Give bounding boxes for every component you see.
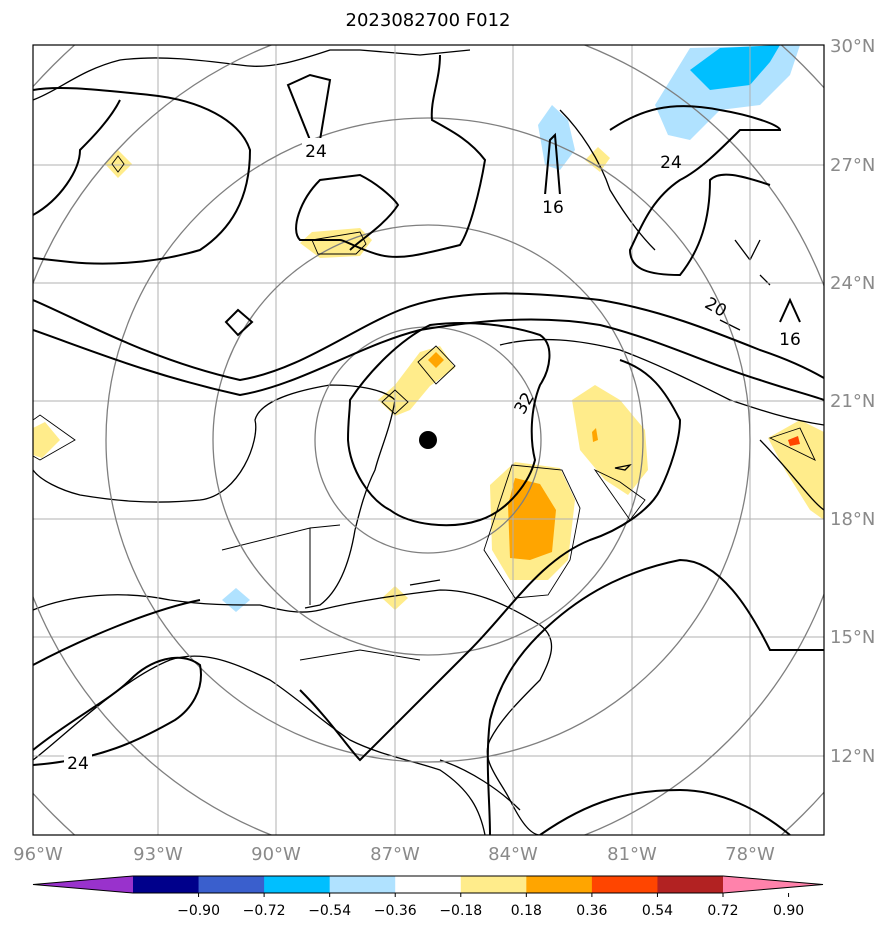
lat-label: 30°N (830, 36, 875, 57)
coast-hispaniola (759, 439, 824, 511)
colorbar-tick-label: −0.18 (439, 903, 482, 919)
coast-yucatan (304, 399, 396, 609)
colorbar-tick-label: 0.36 (576, 903, 607, 919)
colorbar-tick-label: 0.54 (642, 903, 673, 919)
positive-anomaly-east-edge (768, 420, 824, 520)
colorbar-segment (657, 876, 724, 893)
coastlines (33, 49, 824, 835)
contour-north-mid (295, 54, 487, 258)
colorbar-segment (395, 876, 462, 893)
lon-label: 78°W (725, 844, 775, 865)
lon-label: 96°W (13, 844, 63, 865)
coast-jamaica (614, 463, 632, 471)
positive-anomaly-west-edge (33, 422, 60, 458)
contour-label: 24 (660, 153, 682, 173)
storm-center-marker (419, 431, 437, 449)
contour-16-east (779, 297, 801, 323)
lat-label: 21°N (830, 391, 875, 412)
coast-bahamas (719, 239, 771, 331)
coast-central-america (33, 589, 553, 835)
map-frame (32, 44, 825, 836)
contour-caribbean (299, 359, 682, 762)
lat-label: 12°N (830, 746, 875, 767)
lon-label: 93°W (133, 844, 183, 865)
colorbar-tick-label: 0.72 (707, 903, 738, 919)
coast-cuba (499, 338, 824, 426)
contour-se-loop (486, 558, 824, 835)
colorbar-segment (198, 876, 265, 893)
longitude-labels: 96°W 93°W 90°W 87°W 84°W 81°W 78°W (13, 844, 775, 865)
colorbar-segment (133, 876, 200, 893)
contour-24-nw (33, 99, 121, 216)
lon-label: 87°W (370, 844, 420, 865)
contour-24-west (33, 86, 252, 265)
lat-label: 24°N (830, 273, 875, 294)
colorbar: −0.90 −0.72 −0.54 −0.36 −0.18 0.18 0.36 0.54 0.7… (32, 875, 824, 919)
negative-anomaly-cuba-north (538, 105, 575, 170)
colorbar-tick-label: −0.72 (243, 903, 286, 919)
contour-gulf-1 (33, 292, 824, 382)
colorbar-tick-label: −0.54 (308, 903, 351, 919)
contour-small-diamond (224, 308, 254, 337)
thin-contours (33, 155, 816, 599)
lat-label: 27°N (830, 155, 875, 176)
lon-label: 84°W (488, 844, 538, 865)
contour-label: 24 (67, 754, 89, 774)
positive-anomaly-yucatan-n (378, 346, 455, 416)
borders (221, 524, 421, 661)
lon-label: 81°W (607, 844, 657, 865)
contour-label: 32 (511, 389, 539, 418)
coast-mexico-east (33, 384, 396, 503)
latitude-labels: 30°N 27°N 24°N 21°N 18°N 15°N 12°N (830, 36, 875, 767)
map-title: 2023082700 F012 (346, 10, 511, 31)
positive-anomaly-gulf (300, 228, 372, 258)
colorbar-segment (526, 876, 593, 893)
coast-colombia (439, 759, 521, 811)
contour-labels: 24 16 24 20 16 32 24 (64, 138, 804, 774)
contour-sw (33, 656, 202, 766)
contour-label: 24 (305, 142, 327, 162)
coast-florida (559, 109, 656, 251)
gridlines (33, 45, 824, 835)
colorbar-segment (460, 876, 527, 893)
colorbar-tick-label: −0.90 (177, 903, 220, 919)
contour-16-cuba (544, 132, 561, 196)
coast-pacific (33, 655, 486, 835)
coast-cayman (409, 579, 441, 586)
contour-label: 16 (542, 198, 564, 218)
range-ring-3 (105, 117, 751, 763)
lon-label: 90°W (251, 844, 301, 865)
contour-closed-low (346, 322, 551, 527)
colorbar-outline (32, 875, 824, 894)
positive-anomaly-west (105, 150, 132, 178)
coast-gulf-north (33, 49, 471, 101)
negative-anomaly-ne-core (690, 45, 780, 90)
contour-label: 16 (779, 330, 801, 350)
range-ring-2 (212, 224, 644, 656)
colorbar-segment (264, 876, 331, 893)
height-contours (33, 54, 824, 835)
colorbar-segment (329, 876, 396, 893)
colorbar-tick-label: −0.36 (374, 903, 417, 919)
contour-se-lower (539, 788, 791, 835)
positive-anomaly-jamaica (572, 385, 648, 495)
colorbar-tick-label: 0.18 (511, 903, 542, 919)
negative-anomaly-belize (222, 588, 250, 612)
colorbar-tick-label: 0.90 (773, 903, 804, 919)
contour-24-small (286, 73, 332, 141)
contour-fl (609, 105, 782, 277)
lat-label: 18°N (830, 509, 875, 530)
colorbar-extend-high (723, 876, 823, 893)
colorbar-extend-low (33, 876, 133, 893)
positive-anomaly-fl (585, 147, 610, 172)
lat-label: 15°N (830, 627, 875, 648)
contour-sw-outer (33, 599, 201, 666)
colorbar-segment (591, 876, 658, 893)
